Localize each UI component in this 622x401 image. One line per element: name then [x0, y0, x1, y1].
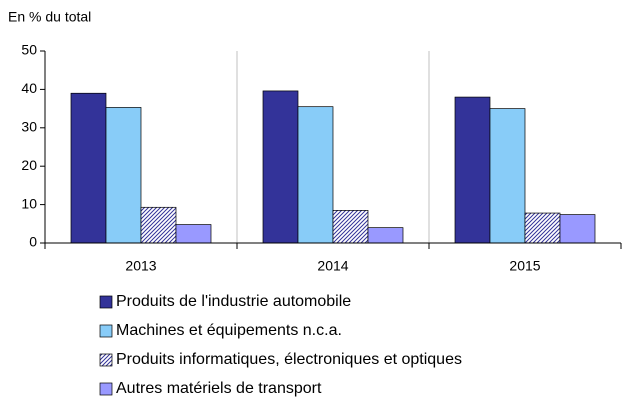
y-tick-label: 30	[21, 119, 37, 135]
legend-label: Produits informatiques, électroniques et…	[116, 351, 462, 368]
x-tick-label: 2014	[317, 258, 348, 274]
legend-swatch	[99, 295, 113, 309]
y-tick-label: 20	[21, 157, 37, 173]
legend-label: Machines et équipements n.c.a.	[116, 322, 342, 339]
legend-swatch	[99, 324, 113, 338]
x-tick-label: 2015	[509, 258, 540, 274]
y-tick-label: 50	[21, 42, 37, 58]
x-tick-label: 2013	[125, 258, 156, 274]
bar	[140, 206, 177, 244]
bar	[262, 90, 299, 244]
bar	[175, 224, 212, 244]
bar	[454, 96, 491, 244]
y-tick-label: 0	[29, 234, 37, 250]
bar	[524, 212, 561, 244]
legend-label: Produits de l'industrie automobile	[116, 293, 351, 310]
legend-label: Autres matériels de transport	[116, 380, 322, 397]
bar	[105, 107, 142, 244]
bar	[559, 214, 596, 244]
legend-swatch	[99, 353, 113, 367]
y-tick-label: 40	[21, 80, 37, 96]
bar	[489, 108, 526, 244]
legend-swatch	[99, 382, 113, 396]
bar	[70, 92, 107, 244]
bar	[297, 106, 334, 244]
bar	[367, 227, 404, 244]
bar	[332, 210, 369, 244]
y-tick-label: 10	[21, 195, 37, 211]
y-axis-label: En % du total	[8, 9, 91, 25]
